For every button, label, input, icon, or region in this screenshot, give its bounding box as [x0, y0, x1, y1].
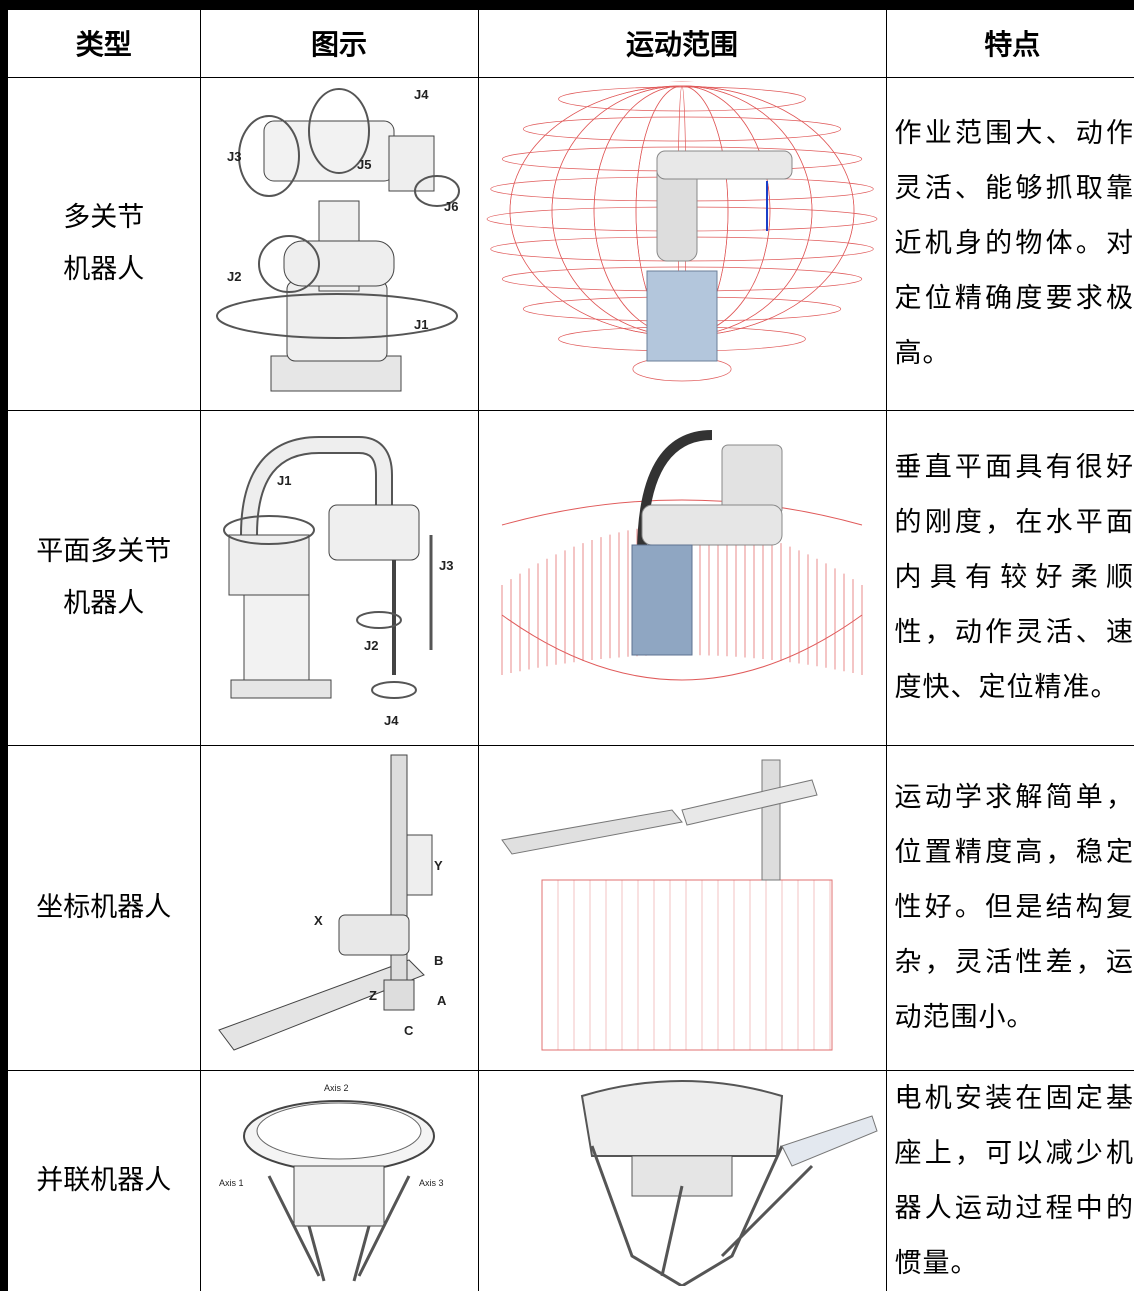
figure-cell: Y X B Z A C: [199, 744, 479, 1071]
row: 平面多关节机器人 J1 J3 J2 J4 垂直平面具有很好的刚度，在水平面内具有较好柔…: [0, 409, 1134, 746]
range-figure: [486, 81, 878, 382]
range-figure: [501, 759, 833, 1051]
figure-label: Y: [434, 858, 443, 873]
figure-label: Z: [369, 988, 377, 1003]
figure-label: Axis 1: [219, 1178, 244, 1188]
feature-cell: 作业范围大、动作灵活、能够抓取靠近机身的物体。对定位精确度要求极高。: [885, 76, 1134, 411]
figure-label: X: [314, 913, 323, 928]
header-cell: 特点: [885, 0, 1134, 78]
feature-cell: 垂直平面具有很好的刚度，在水平面内具有较好柔顺性，动作灵活、速度快、定位精准。: [885, 409, 1134, 746]
header-cell: 图示: [199, 0, 479, 78]
range-figure: [580, 1079, 878, 1286]
type-cell: 平面多关节 机器人: [0, 409, 201, 746]
figure-label: Axis 3: [419, 1178, 444, 1188]
range-cell: [477, 1069, 887, 1291]
row: 多关节机器人 J4 J3 J5 J6 J2 J1 作业范围大、动作灵活、能够抓取靠近机身的…: [0, 76, 1134, 411]
figure-label: Axis 2: [324, 1083, 349, 1093]
row: 并联机器人 Axis 2 Axis 1 Axis 3 电机安装在固定基座上，可以减少…: [0, 1069, 1134, 1291]
range-figure: [501, 430, 863, 681]
type-cell: 并联机器人: [0, 1069, 201, 1291]
figure-label: J4: [414, 87, 429, 102]
figure: J1 J3 J2 J4: [223, 436, 453, 728]
type-line: 平面多关节: [36, 535, 172, 567]
wireframe: [522, 116, 842, 142]
wireframe: [501, 499, 863, 681]
row: 坐标机器人 Y X B Z A C 运动学求解简单，位置精度高，稳定性好。但是结构复杂，灵…: [0, 744, 1134, 1071]
figure-label: B: [434, 953, 443, 968]
figure-label: J3: [439, 558, 453, 573]
feature-cell: 运动学求解简单，位置精度高，稳定性好。但是结构复杂，灵活性差，运动范围小。: [885, 744, 1134, 1071]
figure-label: C: [404, 1023, 414, 1038]
type-line: 机器人: [63, 587, 145, 619]
wireframe: [541, 879, 833, 1051]
figure-label: A: [437, 993, 447, 1008]
figure-label: J4: [384, 713, 399, 728]
header-cell: 运动范围: [477, 0, 887, 78]
range-cell: [477, 409, 887, 746]
figure-label: J6: [444, 199, 458, 214]
figure-label: J2: [364, 638, 378, 653]
figure-label: J2: [227, 269, 241, 284]
range-cell: [477, 744, 887, 1071]
type-cell: 多关节 机器人: [0, 76, 201, 411]
figure-cell: J4 J3 J5 J6 J2 J1: [199, 76, 479, 411]
figure-label: J5: [357, 157, 371, 172]
type-line: 并联机器人: [36, 1164, 172, 1196]
wireframe: [558, 86, 806, 112]
figure: Axis 2 Axis 1 Axis 3: [219, 1083, 444, 1281]
header-row: 类型 图示 运动范围 特点: [0, 0, 1134, 78]
figure-label: J1: [414, 317, 428, 332]
range-cell: [477, 76, 887, 411]
figure: J4 J3 J5 J6 J2 J1: [216, 87, 460, 392]
figure: Y X B Z A C: [218, 754, 447, 1051]
figure-label: J1: [277, 473, 291, 488]
figure-label: J3: [227, 149, 241, 164]
figure-cell: J1 J3 J2 J4: [199, 409, 479, 746]
type-line: 多关节: [63, 201, 145, 233]
type-line: 机器人: [63, 253, 145, 285]
feature-cell: 电机安装在固定基座上，可以减少机器人运动过程中的惯量。: [885, 1069, 1134, 1291]
figure-cell: Axis 2 Axis 1 Axis 3: [199, 1069, 479, 1291]
header-cell: 类型: [0, 0, 201, 78]
type-line: 坐标机器人: [36, 891, 172, 923]
type-cell: 坐标机器人: [0, 744, 201, 1071]
